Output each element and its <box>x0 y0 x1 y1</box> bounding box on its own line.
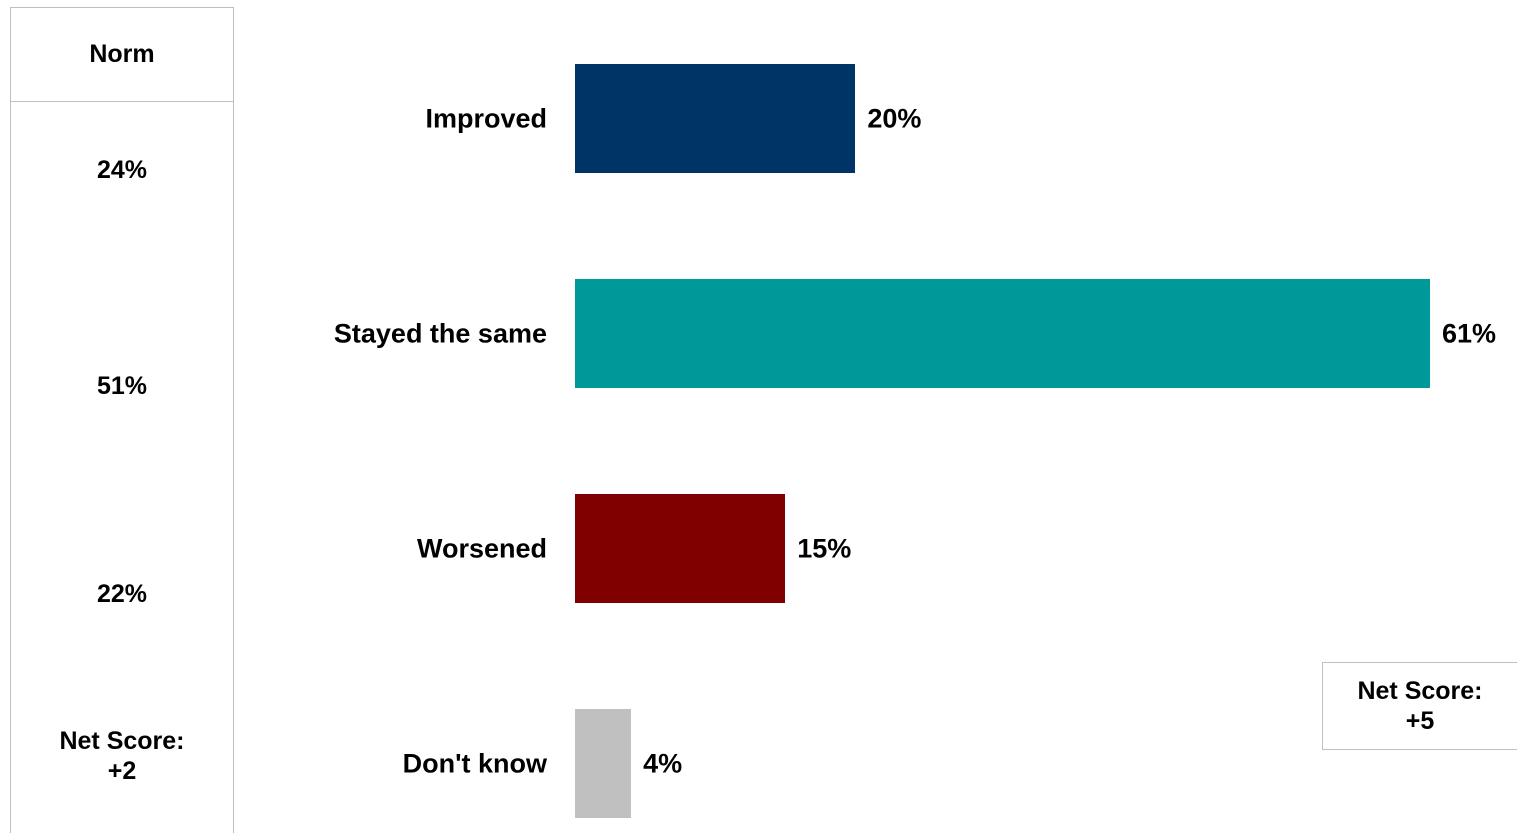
norm-panel: Norm 24% 51% 22% Net Score: +2 <box>10 7 234 833</box>
bar-improved <box>575 64 856 173</box>
norm-value-stayed-same: 51% <box>96 372 148 400</box>
category-label-worsened: Worsened <box>416 533 547 563</box>
value-label-improved: 20% <box>867 103 922 133</box>
bar-don-t-know <box>575 709 632 818</box>
norm-net-score-label: Net Score: <box>59 727 185 755</box>
value-label-stayed-the-same: 61% <box>1442 318 1497 348</box>
norm-header: Norm <box>11 8 233 102</box>
value-label-don-t-know: 4% <box>643 748 683 778</box>
norm-net-score-value: +2 <box>107 757 137 785</box>
category-label-stayed-the-same: Stayed the same <box>333 318 547 348</box>
bar-worsened <box>575 494 786 603</box>
norm-value-improved: 24% <box>96 156 148 184</box>
bar-stayed-the-same <box>575 279 1430 388</box>
net-score-box: Net Score: +5 <box>1322 662 1517 750</box>
category-label-don-t-know: Don't know <box>402 748 547 778</box>
norm-net-score: Net Score: +2 <box>11 726 233 786</box>
norm-value-worsened: 22% <box>96 580 148 608</box>
value-label-worsened: 15% <box>797 533 852 563</box>
net-score-label: Net Score: <box>1357 677 1483 705</box>
category-label-improved: Improved <box>425 103 547 133</box>
net-score-value: +5 <box>1405 707 1435 735</box>
